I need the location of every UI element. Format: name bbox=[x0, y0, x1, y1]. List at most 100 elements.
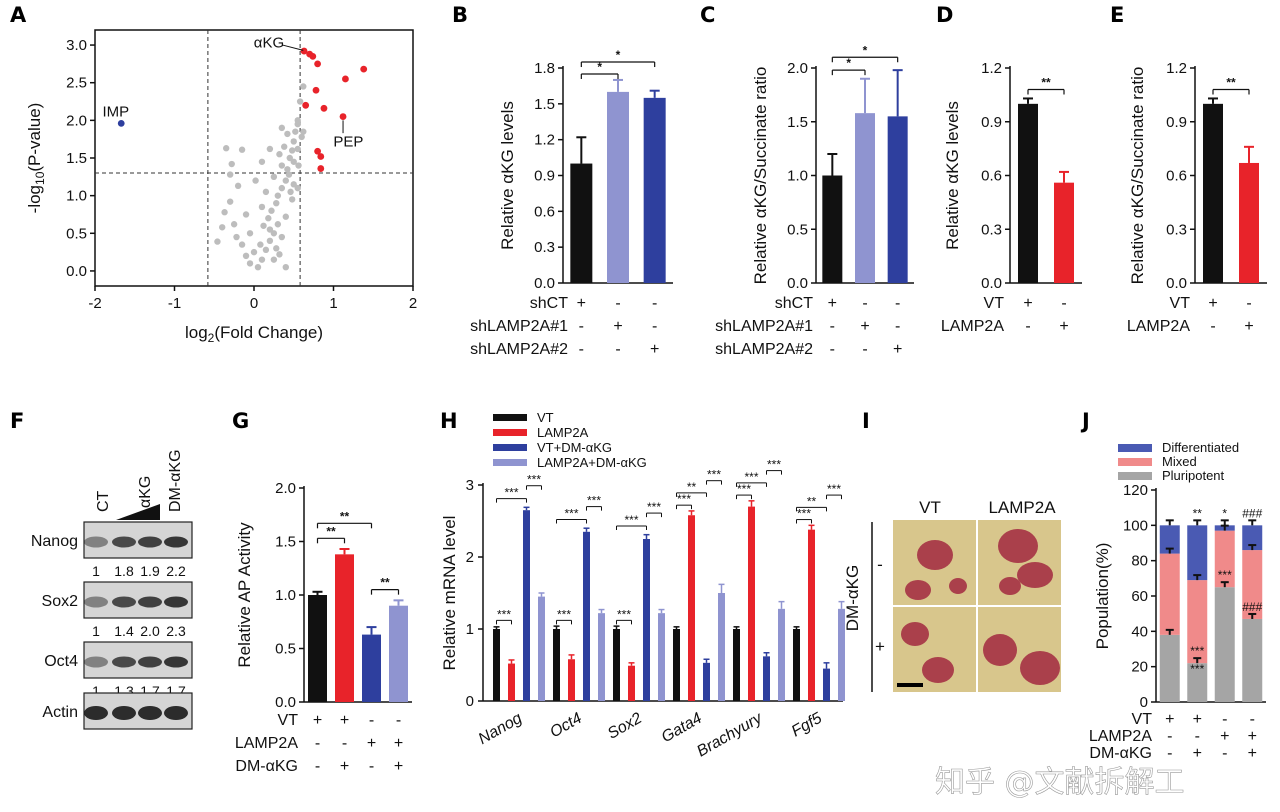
j-cond-sign: - bbox=[1195, 728, 1200, 745]
j-bar-differentiated bbox=[1242, 525, 1263, 551]
c-y-tick-label: 0.5 bbox=[787, 221, 808, 238]
h-bar bbox=[523, 510, 530, 701]
d-y-tick-label: 0.6 bbox=[981, 168, 1002, 185]
j-y-tick-label: 100 bbox=[1123, 517, 1148, 534]
b-y-tick-label: 0.3 bbox=[534, 239, 555, 256]
j-y-tick-label: 40 bbox=[1131, 623, 1148, 640]
j-legend-label: Differentiated bbox=[1162, 440, 1239, 455]
j-y-tick-label: 0 bbox=[1140, 694, 1148, 711]
a-y-tick-label: 3.0 bbox=[66, 37, 87, 54]
g-y-tick-label: 2.0 bbox=[275, 480, 296, 497]
a-point-up bbox=[314, 60, 321, 68]
panel-label-c: C bbox=[700, 3, 715, 27]
b-cond-sign: + bbox=[613, 318, 622, 335]
a-point-nonsig bbox=[273, 245, 280, 252]
f-blot-band bbox=[138, 596, 162, 608]
j-y-label: Population(%) bbox=[1093, 543, 1112, 650]
b-cond-label: shLAMP2A#1 bbox=[470, 318, 568, 335]
j-bar-mixed bbox=[1159, 553, 1180, 635]
i-ap-colony bbox=[905, 580, 931, 600]
h-legend-swatch bbox=[493, 459, 527, 466]
h-sig-star: *** bbox=[557, 607, 571, 621]
d-cond-sign: - bbox=[1025, 318, 1030, 335]
h-bar bbox=[598, 613, 605, 701]
h-bar bbox=[808, 529, 815, 701]
h-x-category-label: Fgf5 bbox=[789, 710, 825, 741]
a-point-nonsig bbox=[222, 145, 230, 152]
a-point-nonsig bbox=[226, 198, 234, 205]
a-y-tick-label: 2.0 bbox=[66, 112, 87, 129]
b-y-tick-label: 1.2 bbox=[534, 132, 555, 149]
e-y-label: Relative αKG/Succinate ratio bbox=[1128, 67, 1147, 285]
f-lane-label: DM-αKG bbox=[167, 449, 184, 512]
a-point-nonsig bbox=[226, 171, 234, 178]
b-cond-sign: - bbox=[615, 295, 620, 312]
c-cond-sign: - bbox=[895, 318, 900, 335]
e-cond-label: VT bbox=[1170, 295, 1191, 312]
panel-label-b: B bbox=[452, 3, 468, 27]
a-point-nonsig bbox=[250, 248, 258, 256]
j-cond-label: VT bbox=[1132, 711, 1153, 728]
c-cond-label: shCT bbox=[775, 295, 813, 312]
e-bar bbox=[1239, 162, 1259, 283]
f-blot-band bbox=[112, 536, 136, 548]
f-band-label: Sox2 bbox=[42, 593, 79, 610]
g-cond-sign: + bbox=[340, 758, 349, 775]
a-point-nonsig bbox=[294, 117, 301, 124]
a-x-tick-label: 2 bbox=[409, 295, 417, 312]
f-band-quant: 1 bbox=[92, 683, 100, 699]
b-cond-sign: + bbox=[650, 341, 659, 358]
a-point-nonsig bbox=[288, 147, 296, 154]
h-bar bbox=[688, 515, 695, 701]
j-cond-label: DM-αKG bbox=[1089, 745, 1152, 762]
a-point-nonsig bbox=[234, 182, 242, 190]
j-cond-sign: + bbox=[1193, 711, 1202, 728]
a-point-nonsig bbox=[290, 181, 297, 188]
j-sig-star: *** bbox=[1190, 662, 1204, 676]
c-cond-label: shLAMP2A#2 bbox=[715, 341, 813, 358]
h-bar bbox=[568, 659, 575, 701]
f-blot-band bbox=[164, 706, 188, 720]
i-col-label: LAMP2A bbox=[988, 498, 1056, 517]
a-point-down bbox=[117, 119, 125, 127]
a-point-nonsig bbox=[281, 143, 288, 150]
a-point-nonsig bbox=[290, 158, 297, 165]
watermark-text: 知乎 @文献拆解工 bbox=[935, 765, 1185, 800]
a-point-nonsig bbox=[266, 237, 274, 245]
h-sig-star: *** bbox=[737, 482, 751, 496]
b-y-label: Relative αKG levels bbox=[498, 101, 517, 250]
d-cond-sign: - bbox=[1061, 295, 1066, 312]
j-bar-differentiated bbox=[1187, 525, 1208, 581]
f-band-quant: 1 bbox=[92, 623, 100, 639]
i-row-sign: + bbox=[875, 637, 885, 656]
h-bar bbox=[703, 662, 710, 701]
d-y-tick-label: 0.3 bbox=[981, 221, 1002, 238]
i-col-label: VT bbox=[919, 498, 941, 517]
a-point-nonsig bbox=[258, 158, 266, 165]
c-bar bbox=[887, 116, 908, 283]
panel-label-j: J bbox=[1080, 409, 1090, 433]
g-cond-sign: + bbox=[313, 712, 322, 729]
c-cond-sign: - bbox=[862, 295, 867, 312]
c-y-tick-label: 2.0 bbox=[787, 60, 808, 77]
d-cond-label: VT bbox=[984, 295, 1005, 312]
h-bar bbox=[733, 629, 740, 701]
i-scale-bar bbox=[897, 683, 923, 687]
panel-label-g: G bbox=[232, 409, 249, 433]
h-bar bbox=[793, 629, 800, 701]
f-band-quant: 2.2 bbox=[166, 563, 186, 579]
a-point-nonsig bbox=[266, 226, 274, 233]
d-y-tick-label: 0.9 bbox=[981, 114, 1002, 131]
g-cond-sign: - bbox=[369, 712, 374, 729]
f-blot-band bbox=[112, 656, 136, 668]
d-cond-sign: + bbox=[1023, 295, 1032, 312]
h-bar bbox=[628, 665, 635, 701]
a-point-nonsig bbox=[274, 192, 282, 199]
h-bar bbox=[493, 629, 500, 701]
b-cond-sign: - bbox=[652, 295, 657, 312]
a-point-up bbox=[302, 101, 310, 109]
a-point-nonsig bbox=[246, 230, 254, 237]
f-blot-band bbox=[84, 706, 108, 720]
c-sig-star: * bbox=[863, 43, 868, 57]
g-cond-sign: - bbox=[369, 758, 374, 775]
